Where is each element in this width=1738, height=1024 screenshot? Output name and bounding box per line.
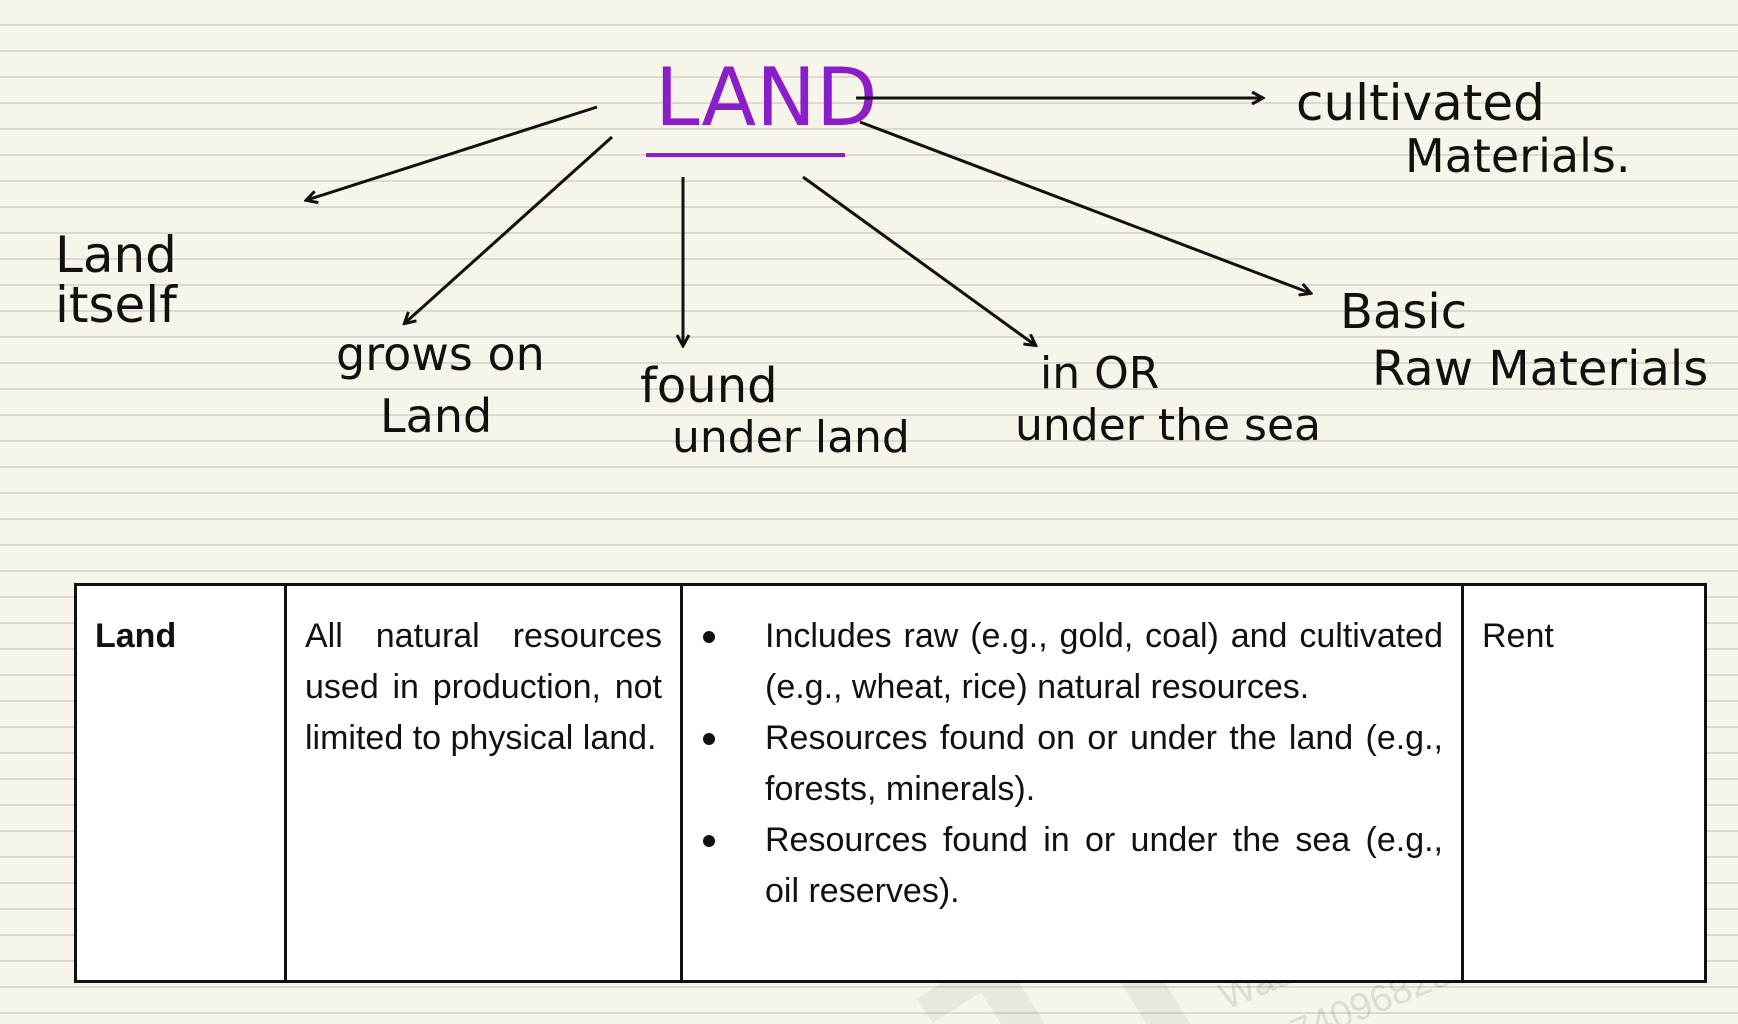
factor-term-cell: Land bbox=[74, 583, 287, 983]
branch-grows-line1: grows on bbox=[336, 327, 545, 381]
branch-cultivated-line2: Materials. bbox=[1405, 129, 1630, 183]
branch-found-under-line1: found bbox=[640, 358, 778, 414]
arrow-basic-raw bbox=[859, 120, 1310, 293]
branch-sea-line2: under the sea bbox=[1015, 400, 1321, 451]
feature-item: Resources found on or under the land (e.… bbox=[703, 713, 1443, 815]
land-table: Land All natural resources used in produ… bbox=[74, 583, 1707, 983]
reward-cell: Rent bbox=[1461, 583, 1707, 983]
features-cell: Includes raw (e.g., gold, coal) and cult… bbox=[680, 583, 1464, 983]
center-label: LAND bbox=[655, 51, 878, 144]
table-row: Land All natural resources used in produ… bbox=[74, 583, 1707, 983]
branch-grows-line2: Land bbox=[380, 389, 492, 443]
bullet-icon bbox=[703, 835, 715, 847]
definition-cell: All natural resources used in production… bbox=[284, 583, 683, 983]
branch-sea-line1: in OR bbox=[1040, 348, 1159, 399]
feature-item: Includes raw (e.g., gold, coal) and cult… bbox=[703, 611, 1443, 713]
arrow-sea bbox=[802, 175, 1035, 345]
arrow-itself bbox=[307, 105, 598, 200]
branch-found-under-line2: under land bbox=[672, 412, 910, 463]
arrow-grows bbox=[405, 135, 614, 323]
bullet-icon bbox=[703, 733, 715, 745]
branch-itself-line1: Land bbox=[55, 226, 177, 284]
features-list: Includes raw (e.g., gold, coal) and cult… bbox=[701, 611, 1443, 917]
feature-text: Resources found in or under the sea (e.g… bbox=[765, 821, 1443, 910]
branch-itself-line2: itself bbox=[55, 276, 178, 334]
feature-text: Includes raw (e.g., gold, coal) and cult… bbox=[765, 617, 1443, 706]
branch-basic-raw-line2: Raw Materials bbox=[1372, 341, 1708, 397]
feature-text: Resources found on or under the land (e.… bbox=[765, 719, 1443, 808]
feature-item: Resources found in or under the sea (e.g… bbox=[703, 815, 1443, 917]
bullet-icon bbox=[703, 631, 715, 643]
branch-cultivated-line1: cultivated bbox=[1296, 74, 1545, 132]
branch-basic-raw-line1: Basic bbox=[1340, 284, 1467, 340]
